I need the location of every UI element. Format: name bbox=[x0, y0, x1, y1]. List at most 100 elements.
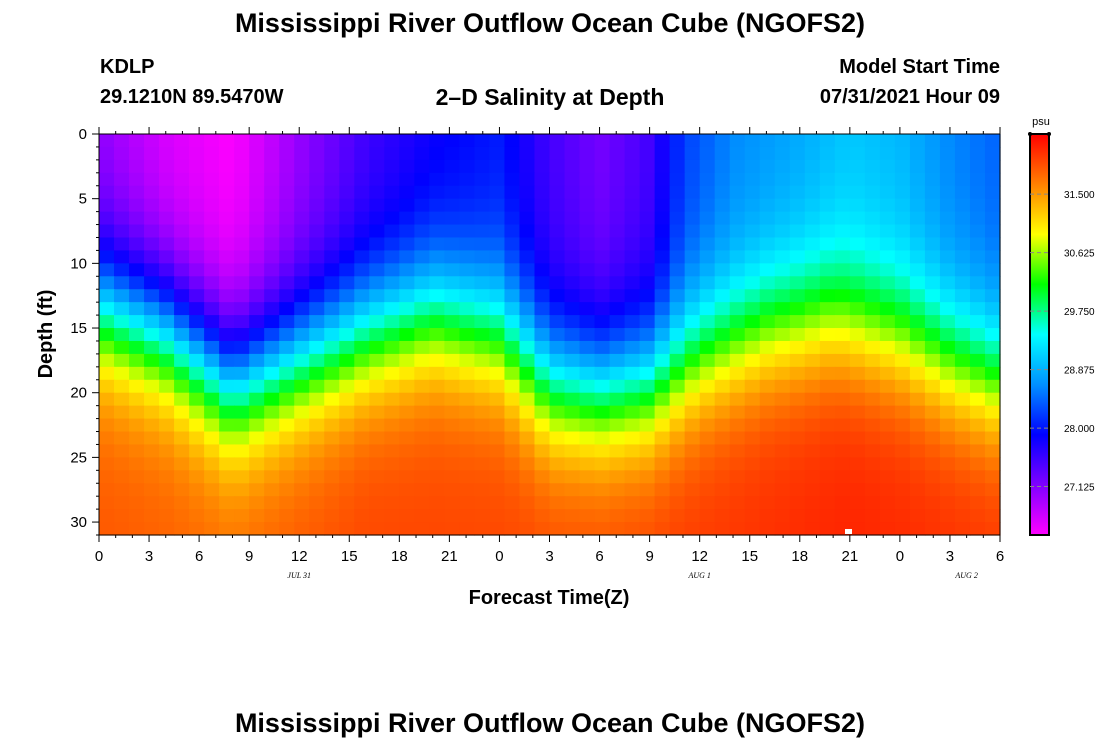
heatmap-cell bbox=[639, 470, 656, 484]
heatmap-cell bbox=[249, 289, 265, 303]
heatmap-cell bbox=[174, 250, 190, 264]
heatmap-cell bbox=[624, 185, 641, 200]
heatmap-cell bbox=[339, 328, 355, 342]
heatmap-cell bbox=[249, 276, 265, 290]
heatmap-cell bbox=[369, 470, 385, 484]
colorbar-tick-label: 28.000 bbox=[1064, 424, 1095, 435]
heatmap-cell bbox=[819, 444, 836, 458]
heatmap-cell bbox=[534, 146, 551, 161]
heatmap-cell bbox=[699, 353, 716, 368]
heatmap-cell bbox=[909, 315, 926, 329]
heatmap-cell bbox=[534, 522, 551, 536]
heatmap-cell bbox=[129, 522, 145, 536]
heatmap-cell bbox=[549, 172, 566, 187]
heatmap-cell bbox=[459, 496, 476, 510]
heatmap-cell bbox=[744, 328, 761, 342]
heatmap-cell bbox=[429, 134, 445, 148]
heatmap-cell bbox=[789, 470, 806, 484]
heatmap-cell bbox=[864, 198, 881, 213]
heatmap-cell bbox=[504, 392, 521, 407]
heatmap-cell bbox=[519, 496, 536, 510]
heatmap-cell bbox=[504, 366, 521, 381]
heatmap-cell bbox=[669, 444, 686, 458]
heatmap-cell bbox=[879, 315, 896, 329]
heatmap-cell bbox=[534, 353, 551, 368]
heatmap-cell bbox=[669, 457, 686, 471]
heatmap-cell bbox=[939, 366, 956, 381]
heatmap-cell bbox=[804, 250, 821, 264]
heatmap-cell bbox=[579, 134, 596, 148]
heatmap-cell bbox=[819, 134, 836, 148]
heatmap-cell bbox=[144, 302, 160, 316]
heatmap-cell bbox=[384, 198, 400, 213]
heatmap-cell bbox=[384, 172, 400, 187]
y-tick-label: 25 bbox=[70, 449, 87, 466]
x-tick-label: 12 bbox=[691, 548, 708, 565]
heatmap-cell bbox=[804, 366, 821, 381]
heatmap-cell bbox=[324, 211, 340, 226]
heatmap-cell bbox=[639, 276, 656, 290]
heatmap-cell bbox=[204, 315, 220, 329]
heatmap-cell bbox=[99, 405, 115, 420]
heatmap-cell bbox=[684, 146, 701, 161]
heatmap-cell bbox=[594, 134, 611, 148]
heatmap-cell bbox=[639, 250, 656, 264]
heatmap-cell bbox=[699, 379, 716, 394]
heatmap-cell bbox=[219, 134, 235, 148]
heatmap-cell bbox=[714, 134, 731, 148]
heatmap-cell bbox=[549, 159, 566, 174]
date-label: AUG 2 bbox=[954, 571, 977, 580]
heatmap-cell bbox=[324, 250, 340, 264]
heatmap-cell bbox=[324, 405, 340, 420]
heatmap-cell bbox=[609, 431, 626, 446]
heatmap-cell bbox=[189, 353, 205, 368]
heatmap-cell bbox=[279, 366, 295, 381]
heatmap-cell bbox=[159, 366, 175, 381]
heatmap-cell bbox=[354, 379, 370, 394]
heatmap-cell bbox=[324, 185, 340, 200]
heatmap-cell bbox=[804, 224, 821, 239]
heatmap-cell bbox=[234, 172, 250, 187]
heatmap-cell bbox=[294, 315, 310, 329]
heatmap-cell bbox=[204, 134, 220, 148]
heatmap-cell bbox=[99, 328, 115, 342]
heatmap-cell bbox=[759, 496, 776, 510]
heatmap-cell bbox=[669, 353, 686, 368]
heatmap-cell bbox=[234, 444, 250, 458]
heatmap-cell bbox=[864, 496, 881, 510]
heatmap-cell bbox=[654, 185, 671, 200]
heatmap-cell bbox=[519, 405, 536, 420]
heatmap-cell bbox=[729, 134, 746, 148]
heatmap-cell bbox=[864, 366, 881, 381]
heatmap-cell bbox=[549, 392, 566, 407]
heatmap-cell bbox=[789, 366, 806, 381]
heatmap-cell bbox=[699, 185, 716, 200]
heatmap-cell bbox=[639, 483, 656, 497]
heatmap-cell bbox=[444, 211, 460, 226]
heatmap-cell bbox=[249, 379, 265, 394]
heatmap-cell bbox=[834, 172, 851, 187]
heatmap-cell bbox=[864, 237, 881, 252]
heatmap-cell bbox=[384, 431, 400, 446]
heatmap-cell bbox=[129, 405, 145, 420]
heatmap-cell bbox=[774, 496, 791, 510]
heatmap-cell bbox=[594, 198, 611, 213]
heatmap-cell bbox=[429, 392, 445, 407]
heatmap-cell bbox=[624, 405, 641, 420]
heatmap-cell bbox=[894, 198, 911, 213]
heatmap-cell bbox=[279, 237, 295, 252]
heatmap-cell bbox=[774, 250, 791, 264]
heatmap-cell bbox=[459, 509, 476, 523]
heatmap-cell bbox=[759, 172, 776, 187]
heatmap-cell bbox=[234, 276, 250, 290]
heatmap-cell bbox=[564, 276, 581, 290]
heatmap-cell bbox=[819, 315, 836, 329]
heatmap-cell bbox=[294, 444, 310, 458]
heatmap-cell bbox=[459, 289, 476, 303]
heatmap-cell bbox=[399, 146, 415, 161]
heatmap-cell bbox=[864, 509, 881, 523]
heatmap-cell bbox=[444, 263, 460, 277]
heatmap-cell bbox=[474, 457, 491, 471]
heatmap-cell bbox=[639, 405, 656, 420]
heatmap-cell bbox=[759, 146, 776, 161]
